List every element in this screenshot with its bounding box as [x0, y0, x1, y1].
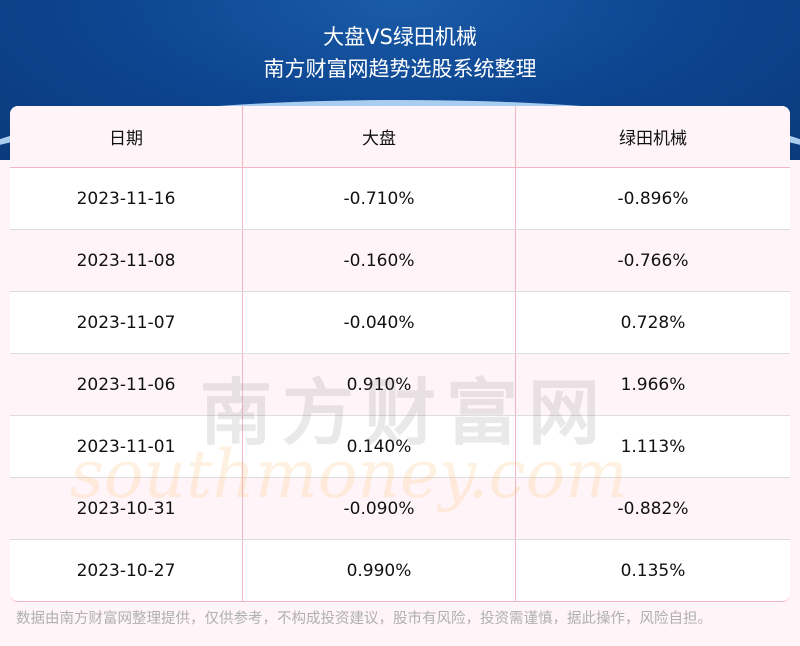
market-change-cell: -0.090% — [243, 478, 516, 539]
table-row: 2023-10-31 -0.090% -0.882% — [10, 478, 790, 540]
column-header-date: 日期 — [10, 106, 243, 167]
date-cell: 2023-10-27 — [10, 540, 243, 601]
market-change-cell: 0.910% — [243, 354, 516, 415]
table-row: 2023-11-06 0.910% 1.966% — [10, 354, 790, 416]
market-change-cell: 0.140% — [243, 416, 516, 477]
market-change-cell: -0.040% — [243, 292, 516, 353]
market-change-cell: 0.990% — [243, 540, 516, 601]
stock-change-cell: -0.896% — [617, 188, 689, 209]
comparison-table: 日期 大盘 绿田机械 2023-11-16 -0.710% -0.896% 2023-… — [10, 106, 790, 602]
page-subtitle: 南方财富网趋势选股系统整理 — [263, 57, 537, 81]
stock-change-cell: 1.113% — [620, 436, 686, 457]
table-header: 日期 大盘 绿田机械 — [10, 106, 790, 168]
page-title: 大盘VS绿田机械 — [323, 25, 477, 49]
market-change-cell: -0.160% — [243, 230, 516, 291]
date-cell: 2023-10-31 — [10, 478, 243, 539]
column-header-market: 大盘 — [243, 106, 516, 167]
stock-change-cell: -0.766% — [617, 250, 689, 271]
date-cell: 2023-11-16 — [10, 168, 243, 229]
date-cell: 2023-11-07 — [10, 292, 243, 353]
market-change-cell: -0.710% — [243, 168, 516, 229]
date-cell: 2023-11-06 — [10, 354, 243, 415]
stock-change-cell: 0.135% — [620, 561, 686, 581]
table-row: 2023-11-08 -0.160% -0.766% — [10, 230, 790, 292]
column-header-stock: 绿田机械 — [619, 129, 687, 149]
disclaimer: 数据由南方财富网整理提供，仅供参考，不构成投资建议，股市有风险，投资需谨慎，据此… — [16, 611, 712, 627]
stock-change-cell: -0.882% — [617, 498, 689, 519]
table-row: 2023-11-01 0.140% 1.113% — [10, 416, 790, 478]
table-row: 2023-11-16 -0.710% -0.896% — [10, 168, 790, 230]
date-cell: 2023-11-01 — [10, 416, 243, 477]
date-cell: 2023-11-08 — [10, 230, 243, 291]
stock-change-cell: 0.728% — [620, 312, 686, 333]
header-titles: 大盘VS绿田机械 南方财富网趋势选股系统整理 — [0, 22, 800, 86]
stock-change-cell: 1.966% — [620, 374, 686, 395]
table-row: 2023-11-07 -0.040% 0.728% — [10, 292, 790, 354]
table-row: 2023-10-27 0.990% 0.135% — [10, 540, 790, 601]
